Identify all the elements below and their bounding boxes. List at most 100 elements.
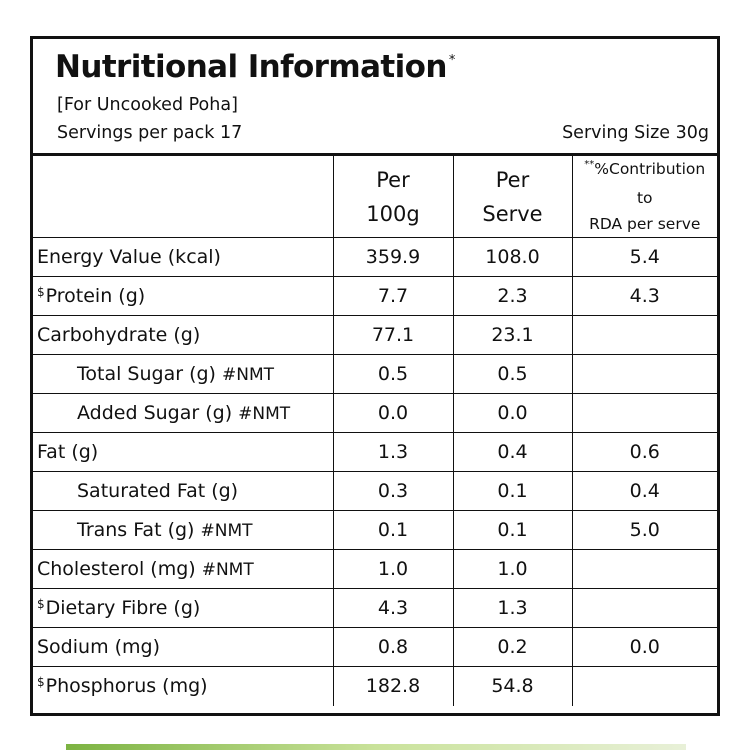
serving-size: Serving Size 30g — [562, 123, 709, 143]
table-row: Added Sugar (g) #NMT 0.0 0.0 — [33, 393, 717, 433]
rda-line2: RDA per serve — [589, 215, 701, 233]
nutrient-label: Fat (g) — [37, 441, 99, 463]
nutrient-label-cell: $Dietary Fibre (g) — [33, 588, 334, 628]
value-per-100g: 0.1 — [332, 510, 454, 550]
table-row: Fat (g) 1.3 0.4 0.6 — [33, 432, 717, 472]
value-rda — [571, 588, 717, 628]
nmt-note: #NMT — [201, 560, 254, 580]
value-per-100g: 1.3 — [332, 432, 454, 472]
value-rda: 0.0 — [571, 627, 717, 667]
nutrient-label: Total Sugar (g) — [77, 363, 216, 385]
per100-line1: Per — [376, 167, 410, 192]
value-per-100g: 1.0 — [332, 549, 454, 589]
value-per-100g: 0.0 — [332, 393, 454, 433]
value-per-100g: 0.8 — [332, 627, 454, 667]
header-blank-cell — [33, 156, 334, 238]
nutrient-label-cell: Energy Value (kcal) — [33, 237, 334, 277]
value-rda — [571, 549, 717, 589]
footnote-mark: $ — [37, 285, 45, 299]
table-row: $Phosphorus (mg) 182.8 54.8 — [33, 666, 717, 706]
bottom-accent-bar — [66, 744, 686, 750]
title-asterisk: * — [448, 53, 455, 68]
nutrient-label: Phosphorus (mg) — [45, 675, 208, 698]
nutrition-panel: Nutritional Information * [For Uncooked P… — [30, 36, 720, 716]
nutrient-label: Cholesterol (mg) — [37, 558, 196, 580]
table-row: $Dietary Fibre (g) 4.3 1.3 — [33, 588, 717, 628]
value-per-serve: 0.1 — [452, 471, 573, 511]
servings-per-pack: Servings per pack 17 — [57, 123, 243, 143]
nutrient-label-cell: Saturated Fat (g) — [33, 471, 334, 511]
nutrient-label: Dietary Fibre (g) — [45, 597, 201, 619]
value-per-serve: 1.0 — [452, 549, 573, 589]
nutrient-label: Saturated Fat (g) — [77, 480, 239, 502]
panel-title-text: Nutritional Information — [55, 49, 447, 85]
panel-title: Nutritional Information * — [55, 49, 455, 85]
per100-line2: 100g — [366, 201, 420, 226]
table-row: Carbohydrate (g) 77.1 23.1 — [33, 315, 717, 355]
nutrient-label-cell: Sodium (mg) — [33, 627, 334, 667]
table-row: Cholesterol (mg) #NMT 1.0 1.0 — [33, 549, 717, 589]
table-row: Trans Fat (g) #NMT 0.1 0.1 5.0 — [33, 510, 717, 550]
value-per-serve: 1.3 — [452, 588, 573, 628]
footnote-mark: $ — [37, 597, 45, 611]
value-rda — [571, 354, 717, 394]
value-rda: 5.4 — [571, 237, 717, 277]
table-row: Total Sugar (g) #NMT 0.5 0.5 — [33, 354, 717, 394]
nutrient-label-cell: $Phosphorus (mg) — [33, 666, 334, 706]
nutrient-label: Sodium (mg) — [37, 636, 161, 658]
value-per-serve: 0.4 — [452, 432, 573, 472]
value-per-100g: 0.5 — [332, 354, 454, 394]
value-per-serve: 0.1 — [452, 510, 573, 550]
nutrition-table: Per 100g Per Serve **%Contribution to RD… — [33, 156, 717, 706]
nutrient-label-cell: Added Sugar (g) #NMT — [33, 393, 334, 433]
perserve-line2: Serve — [482, 201, 543, 226]
value-rda: 0.6 — [571, 432, 717, 472]
value-per-100g: 182.8 — [332, 666, 454, 706]
nutrient-label: Carbohydrate (g) — [37, 324, 201, 346]
value-per-100g: 7.7 — [332, 276, 454, 316]
perserve-line1: Per — [495, 167, 530, 192]
column-header-per-serve: Per Serve — [452, 156, 573, 238]
table-row: Sodium (mg) 0.8 0.2 0.0 — [33, 627, 717, 667]
nmt-note: #NMT — [222, 365, 275, 385]
nutrient-label-cell: Total Sugar (g) #NMT — [33, 354, 334, 394]
value-per-100g: 77.1 — [332, 315, 454, 355]
nmt-note: #NMT — [238, 404, 291, 424]
value-per-serve: 0.5 — [452, 354, 573, 394]
nutrient-label-cell: Trans Fat (g) #NMT — [33, 510, 334, 550]
table-row: Energy Value (kcal) 359.9 108.0 5.4 — [33, 237, 717, 277]
value-per-100g: 0.3 — [332, 471, 454, 511]
rda-line1: %Contribution to — [594, 160, 706, 207]
value-per-serve: 23.1 — [452, 315, 573, 355]
column-header-rda: **%Contribution to RDA per serve — [571, 156, 717, 238]
value-rda — [571, 315, 717, 355]
value-per-serve: 108.0 — [452, 237, 573, 277]
value-rda: 4.3 — [571, 276, 717, 316]
footnote-mark: $ — [37, 675, 45, 690]
value-rda — [571, 393, 717, 433]
nutrient-label: Trans Fat (g) — [77, 519, 195, 541]
value-rda: 0.4 — [571, 471, 717, 511]
rda-mark: ** — [584, 159, 595, 170]
value-per-serve: 54.8 — [452, 666, 573, 706]
nutrient-label-cell: Cholesterol (mg) #NMT — [33, 549, 334, 589]
value-rda — [571, 666, 717, 706]
value-per-100g: 359.9 — [332, 237, 454, 277]
nutrient-label-cell: Fat (g) — [33, 432, 334, 472]
value-rda: 5.0 — [571, 510, 717, 550]
nutrient-label: Added Sugar (g) — [77, 402, 233, 424]
column-header-per-100g: Per 100g — [332, 156, 454, 238]
table-row: Saturated Fat (g) 0.3 0.1 0.4 — [33, 471, 717, 511]
nutrition-header: Nutritional Information * [For Uncooked P… — [33, 39, 717, 156]
nutrient-label: Energy Value (kcal) — [37, 246, 221, 268]
value-per-serve: 0.0 — [452, 393, 573, 433]
value-per-serve: 0.2 — [452, 627, 573, 667]
panel-subtitle: [For Uncooked Poha] — [57, 95, 238, 115]
table-row: $Protein (g) 7.7 2.3 4.3 — [33, 276, 717, 316]
nutrient-label: Protein (g) — [45, 285, 146, 307]
nutrient-label-cell: $Protein (g) — [33, 276, 334, 316]
value-per-100g: 4.3 — [332, 588, 454, 628]
nutrient-label-cell: Carbohydrate (g) — [33, 315, 334, 355]
column-header-row: Per 100g Per Serve **%Contribution to RD… — [33, 156, 717, 238]
value-per-serve: 2.3 — [452, 276, 573, 316]
